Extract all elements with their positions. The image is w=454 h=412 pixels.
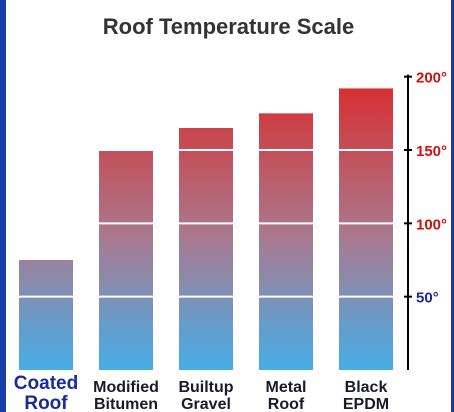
bar-4 [259,113,313,370]
y-tick-label-50: 50° [416,290,439,307]
bar-1 [19,260,73,370]
y-tick-label-150: 150° [416,143,447,160]
y-tick-label-100: 100° [416,216,447,233]
category-label-1: Coated Roof [14,373,78,412]
category-label-4: Metal Roof [266,379,307,412]
chart-title: Roof Temperature Scale [102,14,355,39]
category-label-2: Modified Bitumen [93,379,159,412]
category-label-5: Black EPDM [343,379,389,412]
bar-5 [339,88,393,371]
chart-frame: Roof Temperature Scale 200° 150° 100° 50° Co… [6,0,451,412]
y-tick-label-200: 200° [416,70,447,87]
category-label-3: Builtup Gravel [178,379,233,412]
chart-svg: 200° 150° 100° 50° Coated Roof Modified Bitumen… [14,70,447,412]
bar-3 [179,128,233,370]
bar-2 [99,150,153,370]
